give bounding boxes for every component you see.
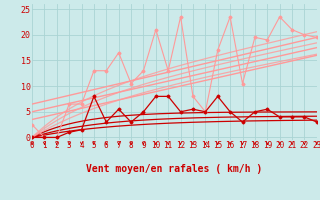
X-axis label: Vent moyen/en rafales ( km/h ): Vent moyen/en rafales ( km/h ) — [86, 164, 262, 174]
